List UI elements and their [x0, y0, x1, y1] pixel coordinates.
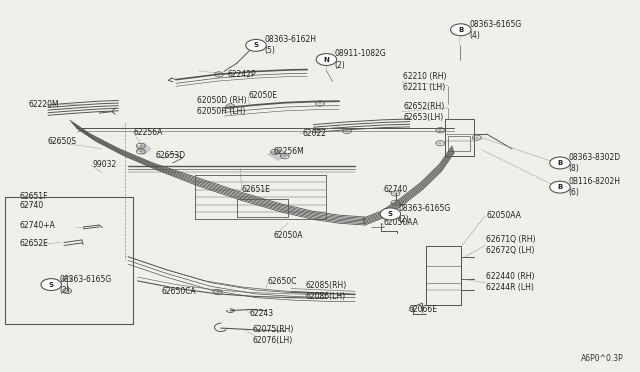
Text: 62652(RH)
62653(LH): 62652(RH) 62653(LH)	[403, 102, 444, 122]
Text: 62075(RH)
62076(LH): 62075(RH) 62076(LH)	[253, 325, 294, 345]
Text: 62022: 62022	[303, 129, 326, 138]
Polygon shape	[138, 143, 150, 154]
Text: 62650C: 62650C	[268, 278, 297, 286]
Text: S: S	[253, 42, 259, 48]
Text: 62256M: 62256M	[274, 147, 305, 156]
Bar	[5, 197, 133, 324]
Text: B: B	[557, 160, 563, 166]
Text: 62651E: 62651E	[242, 185, 271, 194]
Text: 62050AA: 62050AA	[486, 211, 522, 219]
Text: 0B116-8202H
(6): 0B116-8202H (6)	[568, 177, 620, 197]
Text: 08363-6165G
(2): 08363-6165G (2)	[60, 275, 112, 295]
Text: 08911-1082G
(2): 08911-1082G (2)	[335, 49, 387, 70]
Circle shape	[246, 39, 266, 51]
Text: 62652E: 62652E	[19, 239, 48, 248]
Text: 62050D (RH)
62050H (LH): 62050D (RH) 62050H (LH)	[197, 96, 247, 116]
Circle shape	[550, 157, 570, 169]
Text: 99032: 99032	[93, 160, 117, 169]
Text: 62243: 62243	[250, 309, 274, 318]
Circle shape	[451, 24, 471, 36]
Text: 62653D: 62653D	[156, 151, 186, 160]
Circle shape	[380, 208, 401, 220]
Text: 62220M: 62220M	[29, 100, 60, 109]
Text: B: B	[458, 27, 463, 33]
Text: 08363-6165G
(4): 08363-6165G (4)	[469, 20, 522, 40]
Text: N: N	[323, 57, 330, 62]
Text: 62242P: 62242P	[227, 70, 256, 79]
Text: 08363-6162H
(5): 08363-6162H (5)	[264, 35, 316, 55]
Text: S: S	[388, 211, 393, 217]
Text: 62740: 62740	[19, 201, 44, 210]
Text: 62740+A: 62740+A	[19, 221, 55, 230]
Text: 08363-8302D
(8): 08363-8302D (8)	[568, 153, 620, 173]
Text: 62740: 62740	[384, 185, 408, 194]
Text: 62210 (RH)
62211 (LH): 62210 (RH) 62211 (LH)	[403, 72, 447, 92]
Text: 622440 (RH)
62244R (LH): 622440 (RH) 62244R (LH)	[486, 272, 535, 292]
Text: 62671Q (RH)
62672Q (LH): 62671Q (RH) 62672Q (LH)	[486, 235, 536, 255]
Text: 62650S: 62650S	[48, 137, 77, 146]
Text: 08363-6165G
(2): 08363-6165G (2)	[399, 204, 451, 224]
Circle shape	[41, 279, 61, 291]
Text: S: S	[49, 282, 54, 288]
Text: 62050AA: 62050AA	[384, 218, 419, 227]
Text: 62650CA: 62650CA	[162, 287, 196, 296]
Polygon shape	[269, 149, 288, 160]
Text: A6P0^0.3P: A6P0^0.3P	[581, 354, 624, 363]
Text: 62085(RH)
62086(LH): 62085(RH) 62086(LH)	[306, 281, 347, 301]
Circle shape	[316, 54, 337, 65]
Text: B: B	[557, 184, 563, 190]
Text: 62066E: 62066E	[408, 305, 437, 314]
Text: 62256A: 62256A	[133, 128, 163, 137]
Circle shape	[550, 181, 570, 193]
Text: 62050A: 62050A	[274, 231, 303, 240]
Text: 62651F: 62651F	[19, 192, 48, 201]
Text: 62050E: 62050E	[248, 92, 277, 100]
